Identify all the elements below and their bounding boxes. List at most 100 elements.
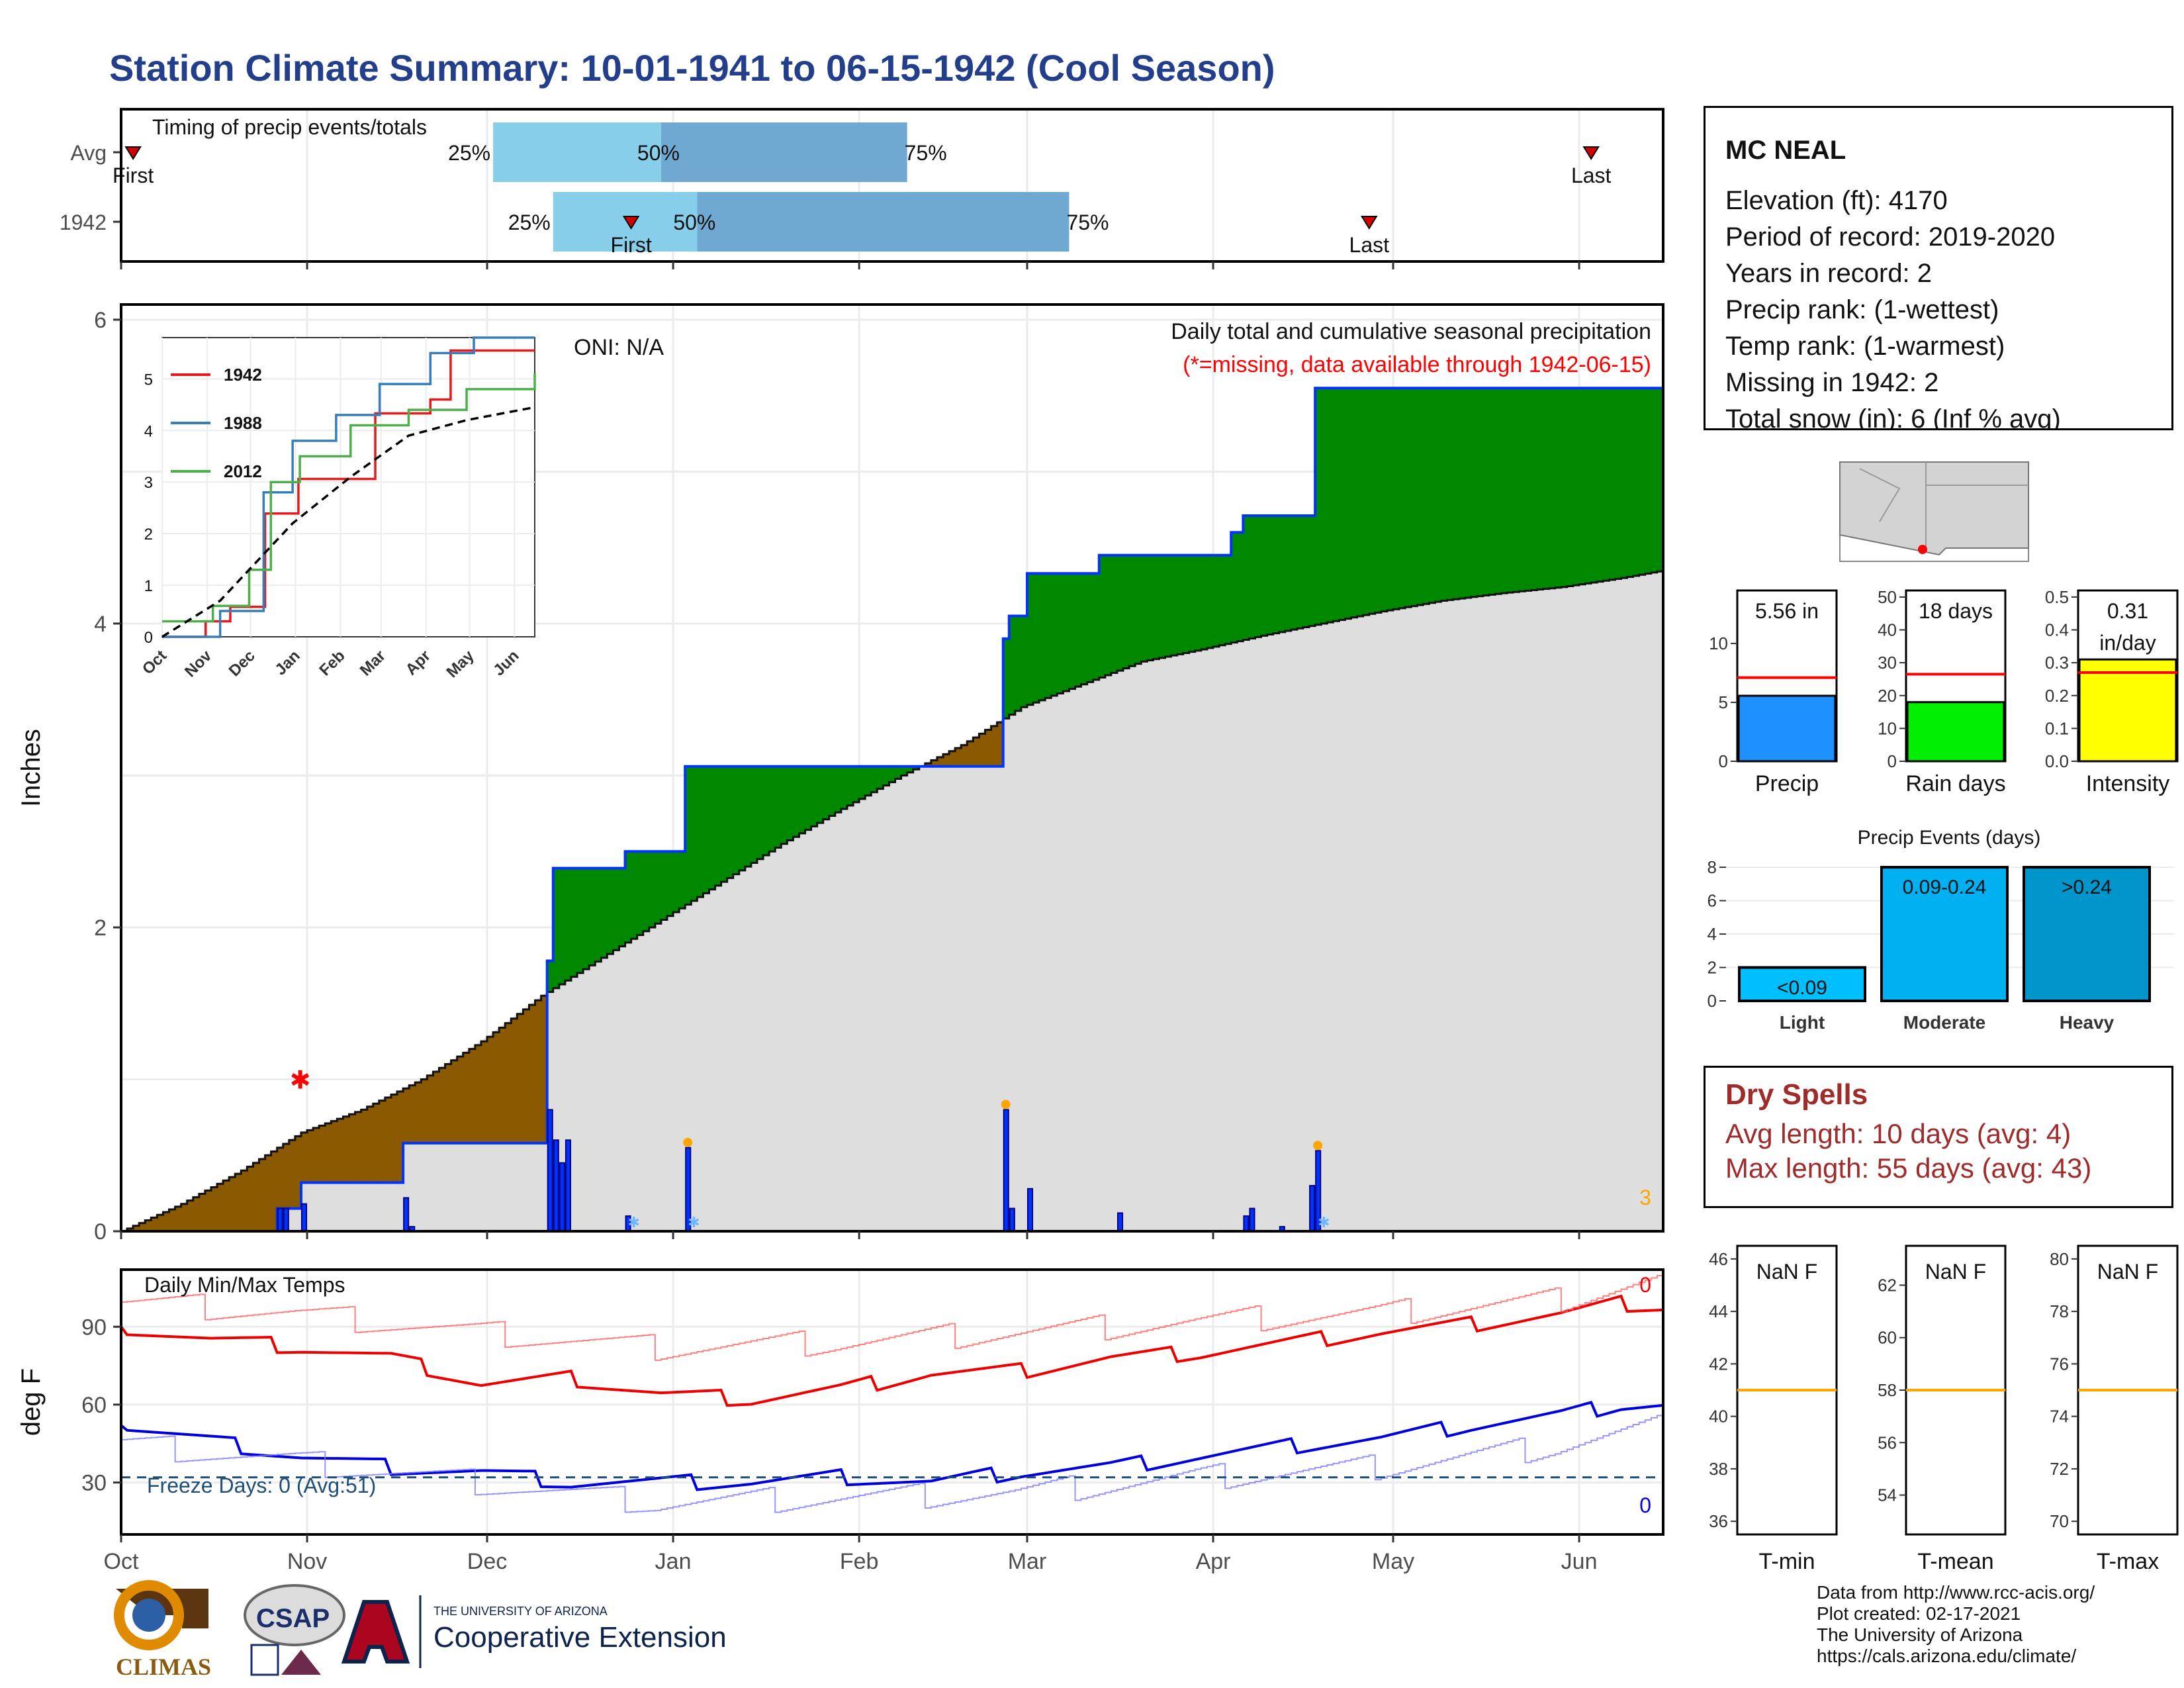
deficit-slice (493, 1032, 500, 1143)
surplus-slice (1423, 388, 1430, 604)
surplus-slice (1189, 555, 1196, 652)
timing-bar-50-75 (697, 192, 1069, 252)
surplus-slice (1099, 555, 1106, 678)
surplus-slice (1513, 388, 1520, 592)
surplus-slice (595, 868, 602, 962)
precip-event-y-tick: 4 (1707, 924, 1717, 944)
deficit-slice (997, 722, 1004, 767)
surplus-slice (1021, 616, 1028, 708)
deficit-slice (385, 1098, 392, 1183)
temp-panel-t-min (1736, 1244, 1838, 1536)
surplus-slice (1105, 555, 1112, 675)
surplus-slice (1015, 616, 1022, 711)
first-marker-label: First (611, 233, 652, 257)
surplus-slice (1615, 388, 1622, 579)
deficit-slice (241, 1170, 248, 1231)
csap-logo: CSAP (244, 1584, 345, 1676)
deficit-slice (337, 1119, 344, 1183)
deficit-slice (217, 1184, 224, 1231)
surplus-slice (679, 851, 686, 909)
daily-precip-bar (1315, 1150, 1322, 1232)
station-elevation: Elevation (ft): 4170 (1725, 186, 1948, 215)
surplus-slice (1507, 388, 1514, 593)
dry-spells-title: Dry Spells (1725, 1078, 1868, 1111)
surplus-slice (667, 851, 674, 916)
surplus-slice (823, 766, 830, 820)
dry-spells-max: Max length: 55 days (avg: 43) (1725, 1152, 2092, 1184)
surplus-slice (1081, 573, 1088, 684)
temp-line-tmin-1942 (120, 1401, 1664, 1491)
surplus-slice (853, 766, 860, 802)
temp-category-label: T-max (2097, 1549, 2159, 1574)
station-location-dot (1918, 545, 1927, 554)
credit-line: The University of Arizona (1817, 1624, 2023, 1645)
surplus-slice (1531, 388, 1538, 590)
station-snow: Total snow (in): 6 (Inf % avg) (1725, 404, 2061, 430)
surplus-slice (883, 766, 890, 786)
surplus-slice (1315, 388, 1322, 625)
surplus-slice (1363, 388, 1370, 616)
deficit-slice (367, 1106, 374, 1183)
deficit-slice (349, 1114, 356, 1183)
surplus-slice (1633, 388, 1640, 576)
surplus-slice (1393, 388, 1400, 610)
deficit-slice (163, 1212, 170, 1231)
dry-spells-avg: Avg length: 10 days (avg: 4) (1725, 1118, 2071, 1149)
deficit-slice (295, 1136, 302, 1209)
deficit-slice (355, 1111, 362, 1183)
deficit-slice (235, 1174, 242, 1231)
timing-bar-25-50 (553, 192, 698, 252)
credit-line: Data from http://www.rcc-acis.org/ (1817, 1582, 2095, 1603)
temp-line-tmax-1942 (120, 1294, 1664, 1407)
temp-plot-border (120, 1268, 1664, 1536)
inset-legend-label: 1988 (224, 413, 262, 433)
deficit-slice (325, 1123, 332, 1183)
inset-x-tick: Nov (181, 647, 216, 681)
deficit-slice (181, 1203, 188, 1231)
surplus-slice (1183, 555, 1190, 653)
daily-precip-bar (1009, 1207, 1015, 1232)
station-years: Years in record: 2 (1725, 259, 1933, 288)
surplus-slice (601, 868, 608, 958)
surplus-slice (1141, 555, 1148, 662)
state-map (1839, 461, 2029, 556)
tmin-count: 0 (1639, 1493, 1651, 1517)
first-marker (124, 146, 142, 160)
surplus-slice (1555, 388, 1562, 588)
mini-y-tick: 10 (1878, 718, 1897, 738)
surplus-slice (805, 766, 812, 830)
surplus-slice (859, 766, 866, 799)
surplus-slice (1093, 573, 1100, 680)
station-missing: Missing in 1942: 2 (1725, 368, 1939, 397)
precip-event-bar-label: 0.09-0.24 (1903, 876, 1987, 898)
month-label: Feb (840, 1549, 879, 1574)
daily-precip-bar (553, 1139, 559, 1232)
daily-max-marker (1313, 1141, 1323, 1150)
surplus-slice (577, 868, 584, 973)
mini-bar (1906, 701, 2005, 763)
month-label: Jan (655, 1549, 692, 1574)
temp-y-tick: 78 (2050, 1301, 2069, 1321)
surplus-slice (685, 766, 692, 905)
precip-event-bar-label: >0.24 (2062, 876, 2112, 898)
temp-value-label: NaN F (2097, 1260, 2158, 1284)
surplus-slice (1273, 516, 1280, 633)
surplus-slice (847, 766, 854, 806)
normal-cumulative-area (121, 570, 1663, 1231)
timing-50-label: 50% (673, 211, 715, 234)
surplus-slice (1621, 388, 1628, 579)
surplus-slice (1537, 388, 1544, 590)
deficit-slice (205, 1190, 212, 1231)
deficit-slice (535, 1000, 542, 1143)
surplus-slice (811, 766, 818, 827)
temp-panel-t-mean (1905, 1244, 2007, 1536)
surplus-slice (1206, 555, 1214, 648)
surplus-slice (1543, 388, 1550, 589)
deficit-slice (199, 1194, 206, 1231)
station-precip-rank: Precip rank: (1-wettest) (1725, 295, 1999, 324)
precip-event-bar (1738, 966, 1866, 1002)
mini-value-label: 0.31 (2107, 599, 2148, 623)
deficit-slice (277, 1147, 284, 1209)
surplus-slice (1375, 388, 1382, 613)
surplus-slice (1231, 532, 1238, 643)
